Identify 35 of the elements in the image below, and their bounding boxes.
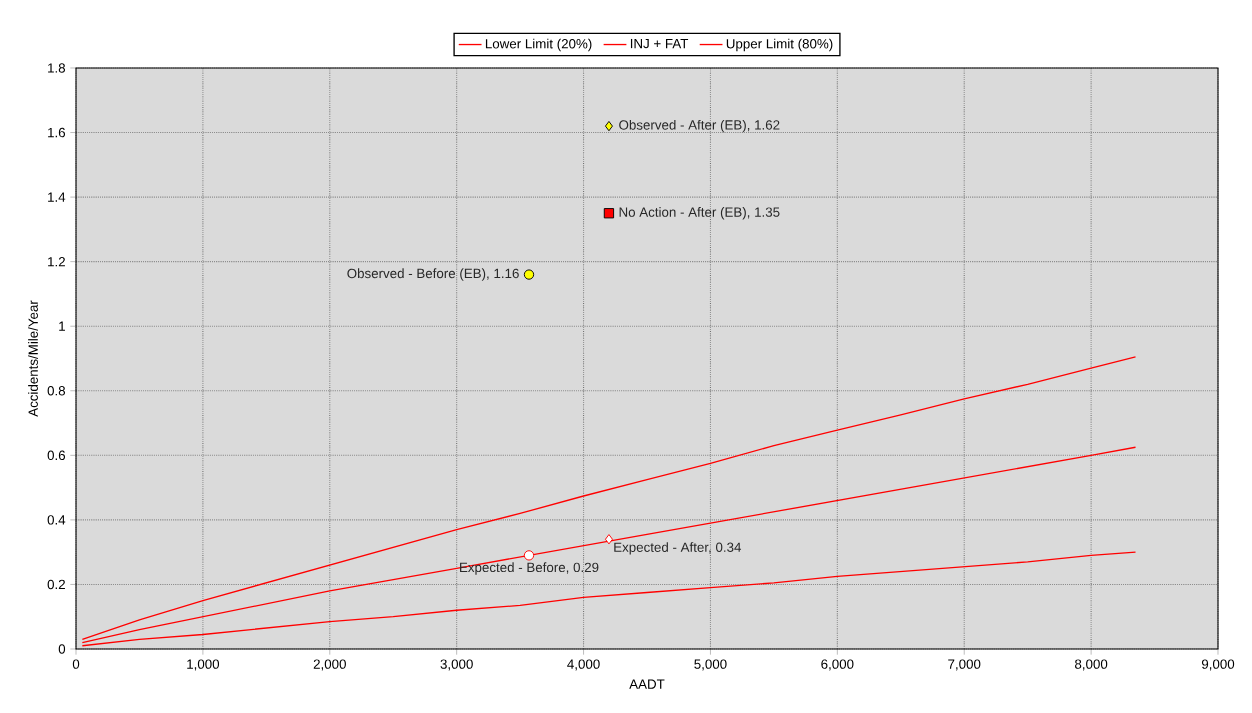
x-tick-label: 9,000 — [1201, 659, 1235, 671]
legend-label: Lower Limit (20%) — [485, 38, 592, 52]
y-tick-label: 1 — [59, 321, 65, 331]
point — [523, 550, 535, 561]
y-tick-label: 0.6 — [47, 450, 66, 461]
y-tick-label: 1.2 — [48, 257, 65, 267]
data-label: Expected - Before, 0.29 — [460, 562, 599, 575]
x-tick-label: 2,000 — [313, 659, 346, 671]
data-label: Expected - After, 0.34 — [614, 542, 742, 555]
y-axis-title: Accidents/Mile/Year — [28, 300, 38, 417]
x-tick-label: 7,000 — [948, 659, 981, 671]
data-label: Observed - After (EB), 1.62 — [619, 119, 780, 133]
y-tick-label: 0.8 — [47, 386, 66, 396]
data-label: No Action - After (EB), 1.35 — [619, 207, 780, 220]
y-tick-label: 1.4 — [48, 192, 66, 202]
point — [603, 208, 615, 219]
y-tick-label: 0.2 — [47, 579, 65, 590]
point — [523, 269, 535, 280]
x-tick-label: 8,000 — [1075, 659, 1108, 671]
data-label: Observed - Before (EB), 1.16 — [347, 268, 519, 281]
y-tick-label: 1.6 — [48, 127, 66, 138]
y-tick-label: 0 — [58, 644, 66, 654]
x-tick-label: 5,000 — [694, 659, 727, 671]
x-tick-label: 3,000 — [440, 659, 473, 671]
y-tick-label: 1.8 — [48, 63, 66, 73]
x-tick-label: 6,000 — [821, 659, 854, 671]
point — [604, 120, 613, 132]
x-tick-label: 4,000 — [567, 659, 600, 671]
legend-label: Upper Limit (80%) — [726, 38, 833, 52]
point — [604, 534, 613, 545]
x-tick-label: 0 — [72, 659, 80, 669]
x-axis-title: AADT — [629, 679, 665, 689]
x-tick-label: 1,000 — [187, 659, 220, 671]
legend-label: INJ + FAT — [630, 38, 689, 49]
y-tick-label: 0.4 — [47, 515, 66, 525]
